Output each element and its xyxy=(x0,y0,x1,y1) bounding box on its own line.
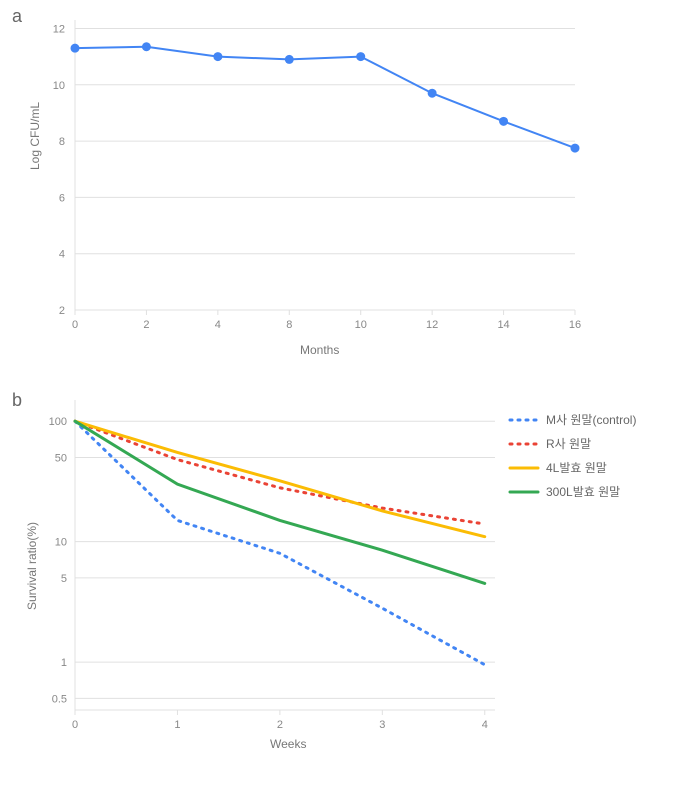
svg-text:1: 1 xyxy=(61,657,67,669)
legend-item-label: 4L발효 원말 xyxy=(546,461,607,475)
svg-text:10: 10 xyxy=(53,80,65,92)
svg-text:14: 14 xyxy=(497,319,509,331)
svg-text:50: 50 xyxy=(55,452,67,464)
svg-text:0: 0 xyxy=(72,319,78,331)
chart-a-svg: 24681012024810121416 xyxy=(0,0,690,380)
chart-b-xlabel: Weeks xyxy=(270,737,306,751)
chart-b-ylabel: Survival ratio(%) xyxy=(25,522,39,610)
legend-item-label: M사 원말(control) xyxy=(546,413,636,427)
figure-container: a 24681012024810121416 Log CFU/mL Months… xyxy=(0,0,690,794)
chart-b: 0.5 1 5 10 50 100 0 1 2 3 4 M사 원말(control) R사 원말 4L발효… xyxy=(0,380,690,794)
svg-text:5: 5 xyxy=(61,573,67,585)
svg-text:8: 8 xyxy=(59,136,65,148)
legend-item-label: 300L발효 원말 xyxy=(546,485,620,499)
svg-text:8: 8 xyxy=(286,319,292,331)
svg-text:12: 12 xyxy=(53,23,65,35)
panel-b: b 0.515105010001234M사 원말(control)R사 원말4L… xyxy=(0,380,690,794)
svg-text:2: 2 xyxy=(143,319,149,331)
svg-text:6: 6 xyxy=(59,192,65,204)
legend-item-label: R사 원말 xyxy=(546,437,591,451)
svg-text:10: 10 xyxy=(55,537,67,549)
svg-text:2: 2 xyxy=(277,719,283,731)
svg-text:3: 3 xyxy=(379,719,385,731)
chart-a-xlabel: Months xyxy=(300,343,339,357)
svg-text:16: 16 xyxy=(569,319,581,331)
svg-text:4: 4 xyxy=(59,249,65,261)
chart-b-svg: 0.5 1 5 10 50 100 0 1 2 3 4 M사 원말(control) R사 원말 4L발효… xyxy=(0,380,690,794)
chart-a-ylabel: Log CFU/mL xyxy=(28,102,42,170)
chart-a: 24681012024810121416 Log CFU/mL Months xyxy=(0,0,690,380)
svg-text:10: 10 xyxy=(355,319,367,331)
svg-text:4: 4 xyxy=(482,719,488,731)
svg-text:12: 12 xyxy=(426,319,438,331)
svg-text:0: 0 xyxy=(72,719,78,731)
svg-text:4: 4 xyxy=(215,319,221,331)
svg-text:2: 2 xyxy=(59,305,65,317)
svg-text:1: 1 xyxy=(174,719,180,731)
svg-text:0.5: 0.5 xyxy=(52,693,67,705)
panel-a: a 24681012024810121416 Log CFU/mL Months xyxy=(0,0,690,380)
svg-text:100: 100 xyxy=(49,416,67,428)
